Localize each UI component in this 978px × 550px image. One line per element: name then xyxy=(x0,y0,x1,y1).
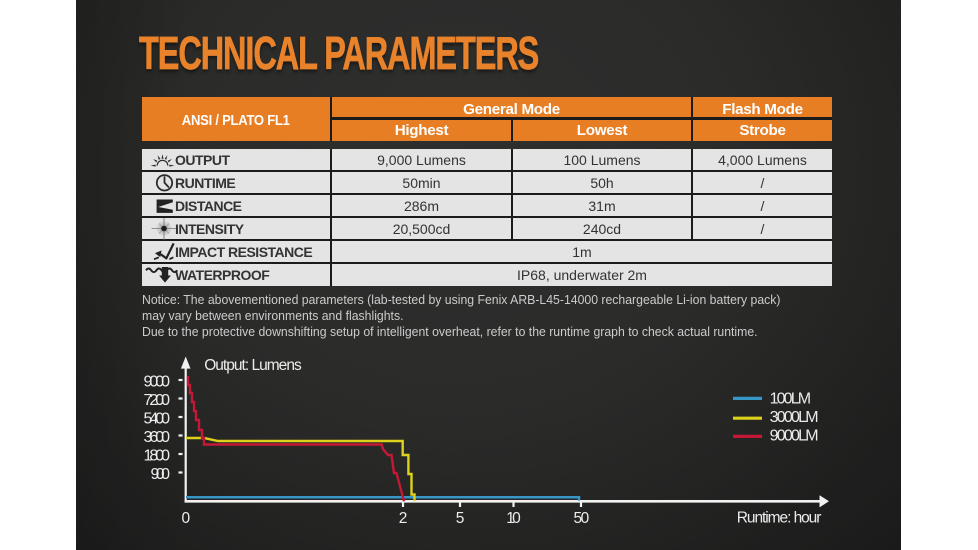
svg-text:900: 900 xyxy=(151,466,171,483)
svg-text:Output: Lumens: Output: Lumens xyxy=(204,357,302,374)
svg-text:Runtime: hour: Runtime: hour xyxy=(737,509,822,526)
svg-text:9000: 9000 xyxy=(144,374,171,391)
svg-text:5400: 5400 xyxy=(144,411,171,428)
svg-text:5: 5 xyxy=(456,510,465,527)
svg-text:2: 2 xyxy=(399,510,408,527)
svg-text:9000LM: 9000LM xyxy=(770,427,819,444)
svg-text:50: 50 xyxy=(574,510,590,527)
svg-text:3600: 3600 xyxy=(144,429,171,446)
svg-text:10: 10 xyxy=(506,510,521,527)
svg-text:7200: 7200 xyxy=(144,392,171,409)
svg-text:0: 0 xyxy=(181,510,190,527)
svg-text:100LM: 100LM xyxy=(770,391,812,408)
svg-text:1800: 1800 xyxy=(144,448,171,465)
svg-text:3000LM: 3000LM xyxy=(770,409,819,426)
